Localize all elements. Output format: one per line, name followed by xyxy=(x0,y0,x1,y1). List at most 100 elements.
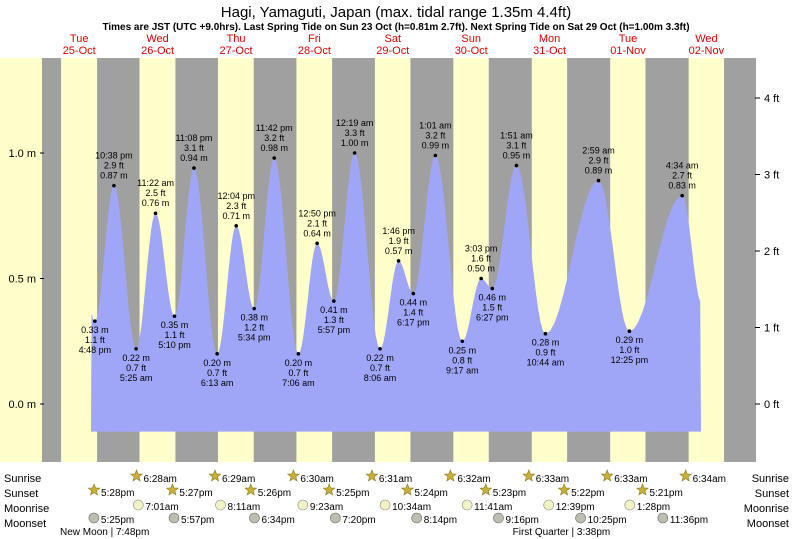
sunset-icon xyxy=(322,483,336,496)
tide-time-label: 4:34 am xyxy=(666,161,699,171)
right-tick-label: 0 ft xyxy=(764,399,779,411)
tide-time-label: 2:59 am xyxy=(582,146,615,156)
tide-point xyxy=(396,259,401,263)
day-name-label: Wed xyxy=(695,33,717,45)
tide-time-label: 5:34 pm xyxy=(238,333,271,343)
tide-m-label: 0.22 m xyxy=(366,353,394,363)
tide-point xyxy=(234,223,239,228)
row-label-moonrise-right: Moonrise xyxy=(744,503,789,515)
tide-m-label: 1.00 m xyxy=(341,138,369,148)
day-date-label: 30-Oct xyxy=(455,45,488,57)
moonrise-label: 12:39pm xyxy=(556,502,595,513)
left-tick-label: 1.0 m xyxy=(8,148,36,160)
sunset-label: 5:28pm xyxy=(101,488,134,499)
tide-m-label: 0.20 m xyxy=(285,358,313,368)
moonrise-icon xyxy=(379,499,391,511)
tide-m-label: 0.46 m xyxy=(479,293,507,303)
tide-ft-label: 1.5 ft xyxy=(482,303,503,313)
moonrise-label: 11:41am xyxy=(474,502,512,513)
chart-title: Hagi, Yamaguti, Japan (max. tidal range … xyxy=(221,4,571,21)
tide-point xyxy=(352,151,357,155)
sunset-label: 5:25pm xyxy=(336,488,369,499)
tide-m-label: 0.89 m xyxy=(585,166,613,176)
sunrise-label: 6:33am xyxy=(614,474,647,485)
tide-time-label: 5:57 pm xyxy=(318,325,351,335)
moonrise-label: 7:01am xyxy=(145,502,178,513)
tide-time-label: 5:10 pm xyxy=(158,340,191,350)
tide-point xyxy=(192,166,196,170)
tide-time-label: 11:08 pm xyxy=(176,133,213,143)
tide-ft-label: 3.1 ft xyxy=(506,141,527,151)
moonset-icon xyxy=(411,512,422,524)
tide-area xyxy=(91,153,701,432)
sunrise-icon xyxy=(443,469,457,482)
sunset-label: 5:22pm xyxy=(571,488,604,499)
tide-point xyxy=(153,211,158,216)
tide-ft-label: 3.1 ft xyxy=(184,143,205,153)
moonset-icon xyxy=(168,512,180,524)
right-tick-label: 1 ft xyxy=(764,322,779,334)
tide-ft-label: 1.2 ft xyxy=(244,323,265,333)
moonset-label: 8:14pm xyxy=(424,515,457,526)
right-tick-label: 2 ft xyxy=(764,246,779,258)
moonset-label: 9:16pm xyxy=(505,515,538,526)
tide-ft-label: 2.1 ft xyxy=(307,218,328,228)
tide-point xyxy=(514,163,519,168)
tide-point xyxy=(272,156,277,160)
tide-point xyxy=(252,306,256,311)
day-date-label: 02-Nov xyxy=(689,45,725,57)
tide-labels: 0.33 m 1.1 ft 4:48 pm 10:38 pm 2.9 ft 0.87 m 0… xyxy=(79,118,699,388)
tide-curve xyxy=(91,153,701,432)
tide-m-label: 0.95 m xyxy=(503,151,531,161)
moonset-label: 7:20pm xyxy=(342,515,375,526)
row-label-sunrise: Sunrise xyxy=(4,473,41,485)
tide-m-label: 0.87 m xyxy=(100,171,128,181)
row-label-sunrise-right: Sunrise xyxy=(752,473,789,485)
tide-ft-label: 0.8 ft xyxy=(452,355,473,365)
moonset-label: 10:25pm xyxy=(588,515,627,526)
sunrise-icon xyxy=(130,469,143,482)
sunset-label: 5:26pm xyxy=(258,488,291,499)
day-date-label: 26-Oct xyxy=(141,45,174,57)
right-axis-strip xyxy=(738,58,756,462)
astro-rows: Sunrise Sunrise Sunset Sunset Moonrise Moonri… xyxy=(4,469,789,538)
row-label-moonset: Moonset xyxy=(4,518,46,530)
sunrise-label: 6:29am xyxy=(222,474,255,485)
day-name-label: Wed xyxy=(146,33,168,45)
tide-ft-label: 2.9 ft xyxy=(589,156,610,166)
tide-m-label: 0.38 m xyxy=(240,313,268,323)
right-tick-label: 4 ft xyxy=(764,93,779,105)
daylight-band xyxy=(61,58,98,462)
tide-time-label: 10:38 pm xyxy=(95,151,133,161)
tide-m-label: 0.99 m xyxy=(422,141,450,151)
left-margin xyxy=(0,58,42,462)
day-name-label: Tue xyxy=(619,33,638,45)
tide-m-label: 0.22 m xyxy=(122,353,150,363)
tide-m-label: 0.28 m xyxy=(532,338,560,348)
tide-m-label: 0.50 m xyxy=(467,264,495,274)
tide-time-label: 6:27 pm xyxy=(476,313,509,323)
tide-time-label: 6:13 am xyxy=(201,378,234,388)
tide-point xyxy=(596,178,601,183)
tide-point xyxy=(332,299,336,303)
sunset-icon xyxy=(87,483,101,496)
tide-m-label: 0.57 m xyxy=(385,246,413,256)
sunset-icon xyxy=(557,483,571,496)
tide-ft-label: 0.7 ft xyxy=(207,368,228,378)
day-date-label: 01-Nov xyxy=(610,45,646,57)
moonrise-label: 9:23am xyxy=(310,502,343,513)
tide-ft-label: 1.1 ft xyxy=(164,330,185,340)
day-date-label: 27-Oct xyxy=(219,45,252,57)
tide-ft-label: 1.0 ft xyxy=(619,345,640,355)
tide-m-label: 0.29 m xyxy=(616,335,644,345)
moonrise-label: 1:28pm xyxy=(637,502,670,513)
tide-time-label: 4:48 pm xyxy=(79,345,112,355)
sunrise-label: 6:28am xyxy=(144,474,177,485)
moonset-icon xyxy=(657,512,669,524)
day-date-label: 25-Oct xyxy=(63,45,96,57)
sunrise-label: 6:31am xyxy=(379,474,412,485)
tide-m-label: 0.33 m xyxy=(81,325,109,335)
tide-ft-label: 2.3 ft xyxy=(226,201,247,211)
tide-point xyxy=(479,276,483,281)
tide-time-label: 9:17 am xyxy=(446,365,479,375)
